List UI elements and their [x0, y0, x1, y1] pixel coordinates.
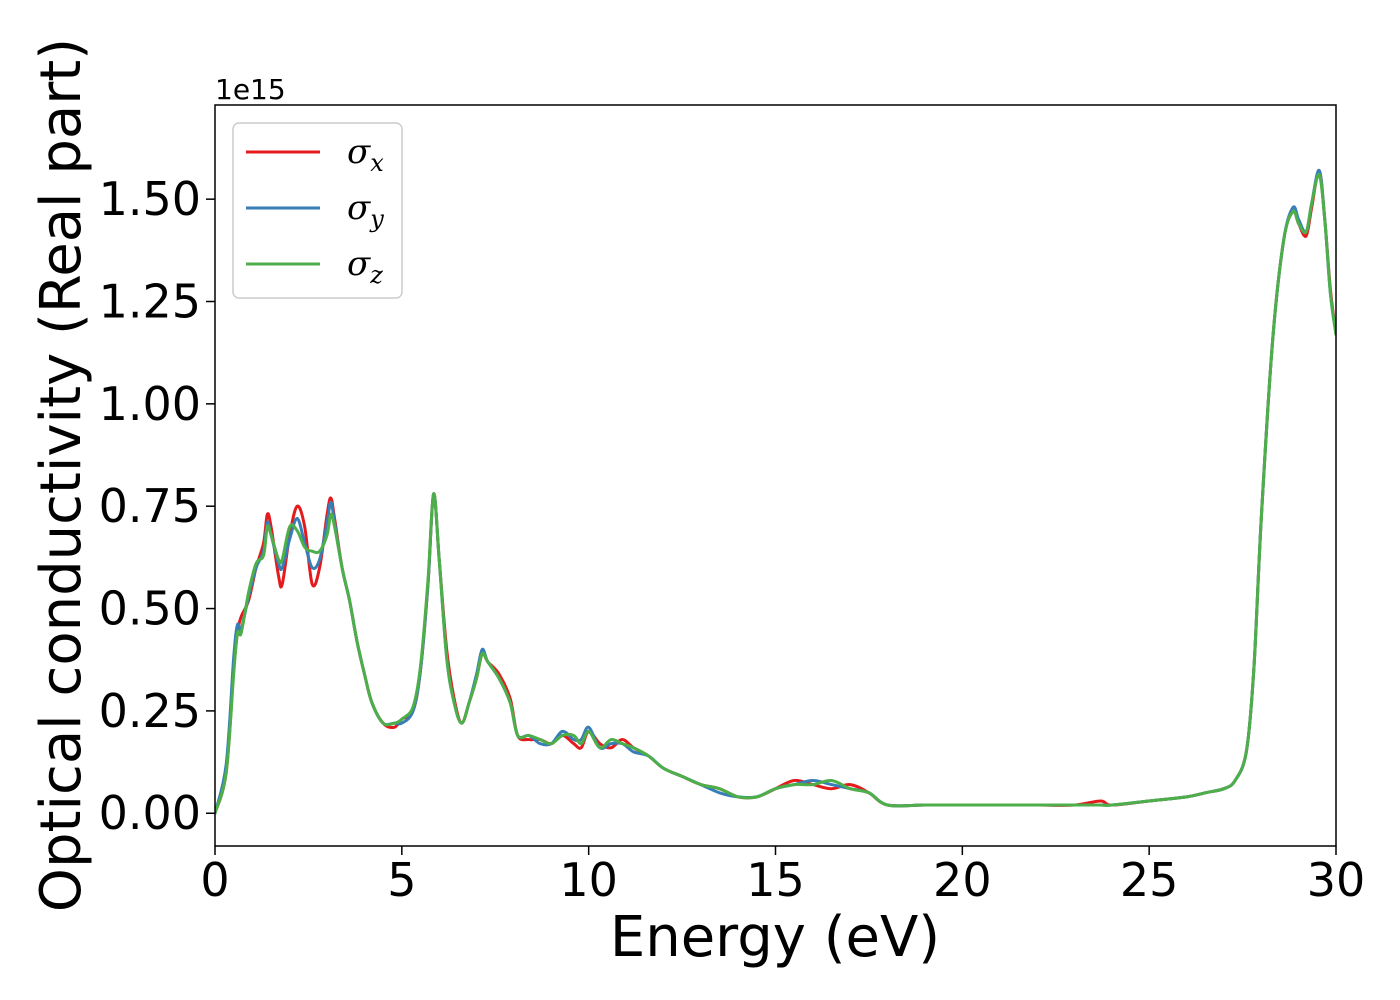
legend-frame: [232, 122, 403, 299]
y-tick-label: 0.00: [99, 786, 201, 840]
y-tick-label: 0.50: [99, 582, 201, 636]
x-tick-label: 10: [559, 853, 618, 907]
y-tick-label: 1.25: [99, 275, 201, 329]
series-layer: [215, 168, 1336, 815]
legend-label-sigma-z: σz: [347, 244, 383, 289]
y-tick-label: 1.50: [99, 172, 201, 226]
x-tick-label: 0: [200, 853, 229, 907]
y-tick-label: 0.75: [99, 479, 201, 533]
legend-label-sigma-y: σy: [347, 188, 384, 233]
legend-label-sigma-x: σx: [347, 132, 384, 177]
y-tick-label: 0.25: [99, 684, 201, 738]
y-axis-label: Optical conductivity (Real part): [29, 38, 94, 912]
x-tick-label: 25: [1120, 853, 1179, 907]
y-offset-label: 1e15: [215, 73, 286, 106]
x-axis-label: Energy (eV): [610, 905, 940, 970]
x-tick-label: 20: [933, 853, 992, 907]
x-tick-label: 30: [1307, 853, 1366, 907]
x-tick-label: 15: [746, 853, 805, 907]
x-axis-ticks: 0 5 10 15 20 25 30: [200, 846, 1365, 907]
legend: σx σy σz: [232, 122, 403, 299]
x-tick-label: 5: [387, 853, 416, 907]
y-tick-label: 1.00: [99, 377, 201, 431]
series-line-sigma-z: [215, 173, 1336, 815]
y-axis-ticks: 0.00 0.25 0.50 0.75 1.00 1.25 1.50: [99, 172, 215, 840]
